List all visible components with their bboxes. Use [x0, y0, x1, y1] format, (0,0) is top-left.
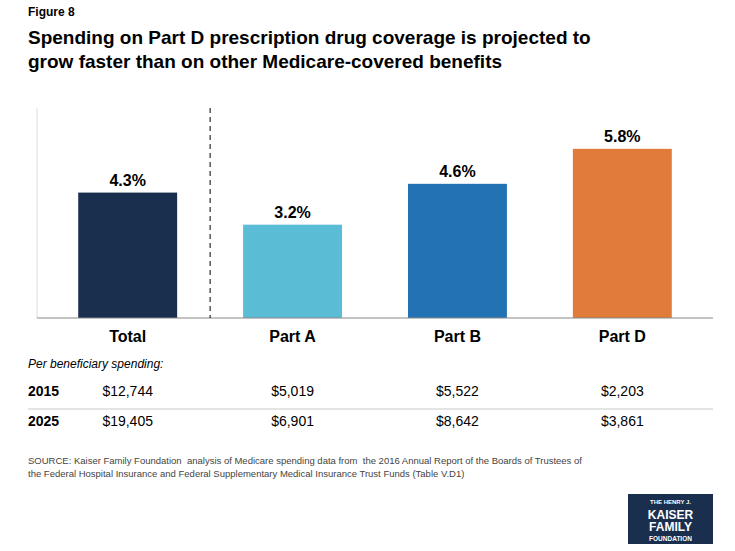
chart: Figure 8 Spending on Part D prescription … — [0, 0, 735, 551]
table-cell: $2,203 — [601, 383, 644, 399]
source-line: SOURCE: Kaiser Family Foundation analysi… — [28, 455, 582, 466]
table-row-label: 2025 — [28, 413, 59, 429]
y-axis-line — [37, 108, 38, 318]
table-cell: $8,642 — [436, 413, 479, 429]
x-tick-label: Part A — [269, 328, 316, 345]
x-tick-label: Total — [109, 328, 146, 345]
logo — [628, 494, 713, 544]
table-cell: $5,522 — [436, 383, 479, 399]
figure-label: Figure 8 — [28, 5, 75, 19]
x-tick-label: Part D — [599, 328, 646, 345]
bar — [243, 225, 342, 318]
table-separator — [28, 409, 713, 410]
separator-line — [210, 108, 211, 318]
table-cell: $6,901 — [271, 413, 314, 429]
logo-text: FOUNDATION — [649, 535, 692, 542]
logo-text: THE HENRY J. — [650, 499, 691, 505]
title-line: Spending on Part D prescription drug cov… — [28, 27, 591, 48]
table-row-label: 2015 — [28, 383, 59, 399]
source: SOURCE: Kaiser Family Foundation analysi… — [28, 455, 582, 479]
bar — [78, 193, 177, 318]
table-cell: $5,019 — [271, 383, 314, 399]
background — [0, 0, 735, 551]
table-cell: $12,744 — [102, 383, 153, 399]
bar — [573, 149, 672, 318]
data-label: 4.6% — [439, 163, 475, 180]
x-tick-label: Part B — [434, 328, 481, 345]
source-line: the Federal Hospital Insurance and Feder… — [28, 468, 464, 479]
data-label: 5.8% — [604, 128, 640, 145]
x-axis-line — [37, 317, 713, 318]
logo-text: FAMILY — [649, 520, 692, 534]
table-cell: $19,405 — [102, 413, 153, 429]
table-cell: $3,861 — [601, 413, 644, 429]
table-label: Per beneficiary spending: — [28, 357, 163, 371]
bars — [78, 149, 672, 318]
data-label: 4.3% — [109, 172, 145, 189]
data-label: 3.2% — [274, 204, 310, 221]
bar — [408, 184, 507, 318]
title-line: grow faster than on other Medicare-cover… — [28, 51, 502, 72]
title: Spending on Part D prescription drug cov… — [28, 27, 591, 72]
